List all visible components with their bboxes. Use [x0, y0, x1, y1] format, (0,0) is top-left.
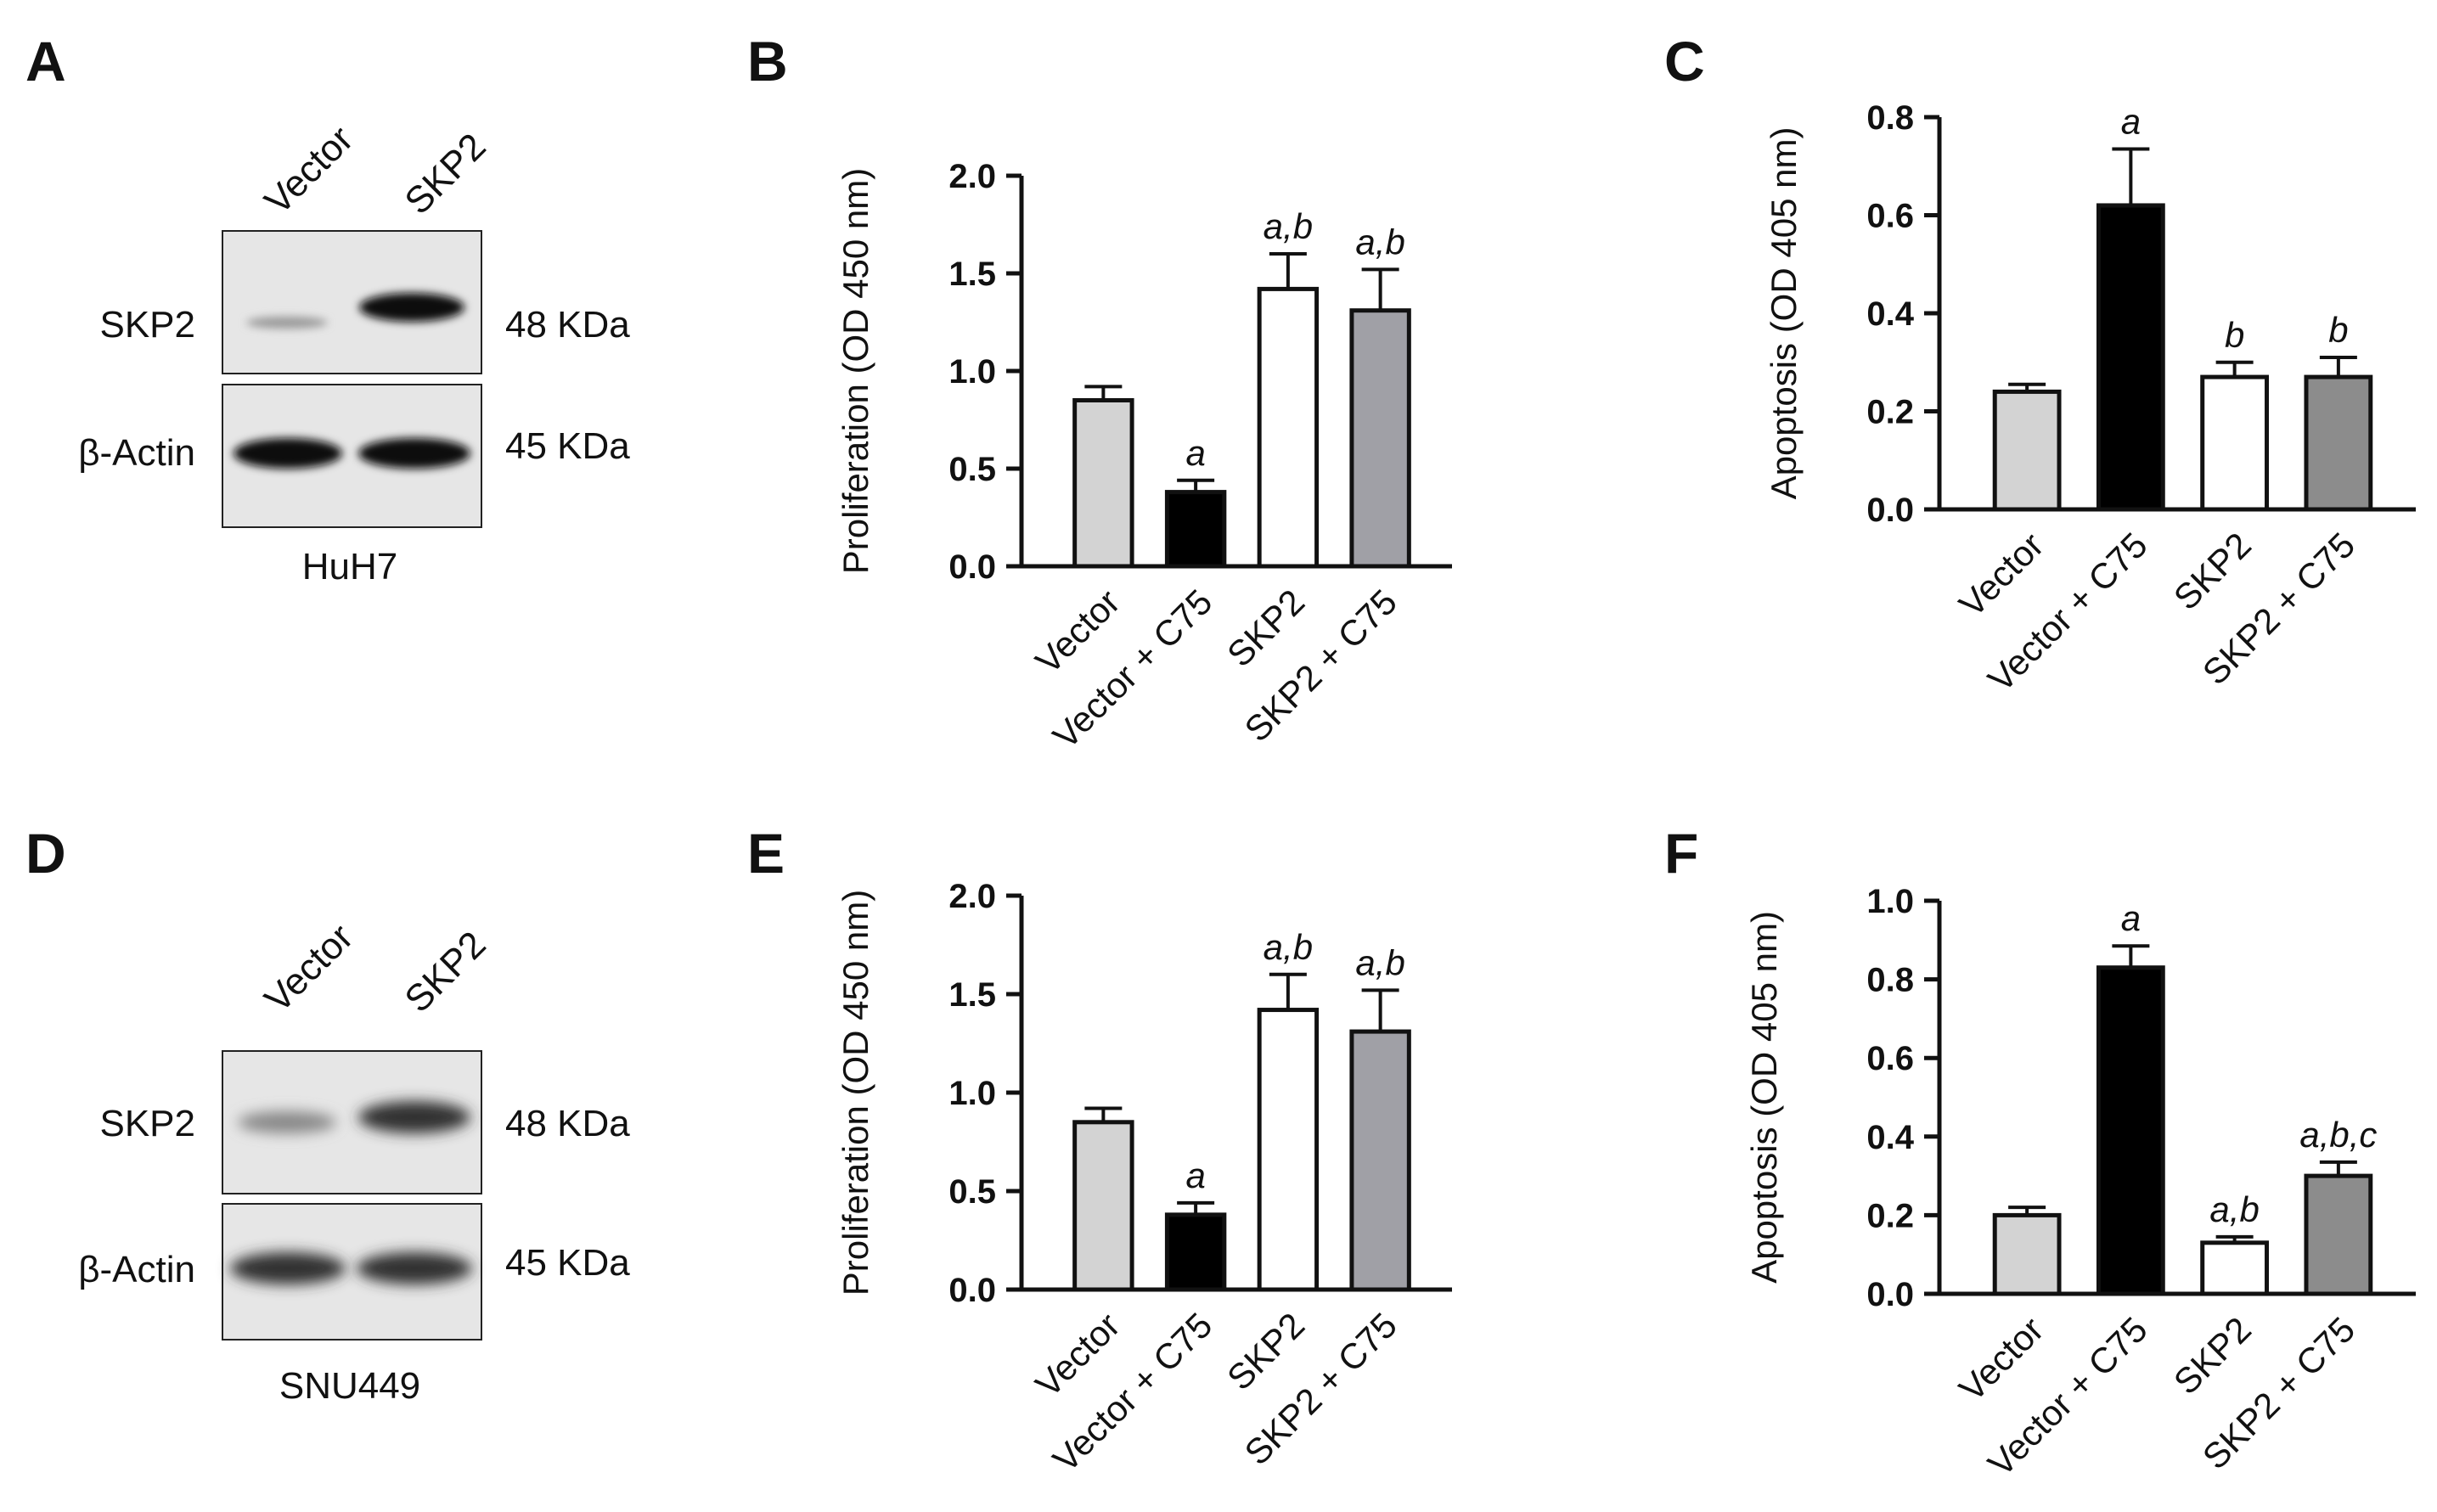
blot-protein-skp2: SKP2 — [99, 1103, 195, 1144]
blot-protein-actin: β-Actin — [78, 1249, 195, 1290]
blot-cell-line: SNU449 — [279, 1365, 420, 1407]
category-label: Vector — [1951, 525, 2051, 624]
category-label: Vector + C75 — [1045, 1305, 1220, 1480]
blot-mw-skp2: 48 KDa — [505, 304, 630, 346]
category-label: Vector — [1951, 1309, 2051, 1408]
lane-label-vector: Vector — [256, 118, 361, 222]
significance-label: a,b — [1355, 942, 1404, 982]
blot-protein-actin: β-Actin — [78, 432, 195, 474]
y-tick-label: 0.2 — [1866, 394, 1914, 431]
bar — [1992, 389, 2062, 512]
panel-letter-d: D — [25, 822, 66, 885]
y-tick-label: 0.6 — [1866, 1040, 1914, 1077]
panel-letter-c: C — [1664, 30, 1705, 93]
y-tick-label: 1.0 — [948, 353, 996, 391]
bar — [1257, 1008, 1320, 1292]
y-tick-label: 2.0 — [948, 878, 996, 915]
significance-label: a,b — [1355, 222, 1404, 261]
y-tick-label: 0.0 — [1866, 1276, 1914, 1313]
panel-letter-a: A — [25, 30, 66, 93]
band-skp2-vector — [238, 1111, 336, 1133]
significance-label: a,b,c — [2299, 1115, 2377, 1155]
bar — [1257, 286, 1320, 569]
blot-mw-skp2: 48 KDa — [505, 1103, 630, 1144]
category-label: Vector + C75 — [1045, 582, 1220, 756]
y-tick-label: 0.5 — [948, 451, 996, 488]
significance-label: a,b — [1264, 206, 1313, 246]
y-tick-label: 0.2 — [1866, 1197, 1914, 1234]
blot-mw-actin: 45 KDa — [505, 425, 630, 467]
bar — [1072, 398, 1134, 569]
bar — [2200, 1240, 2270, 1296]
bar — [1349, 1029, 1411, 1292]
lane-label-vector: Vector — [256, 916, 361, 1020]
band-actin-skp2 — [358, 438, 470, 469]
bar — [1349, 308, 1411, 569]
y-tick-label: 0.5 — [948, 1173, 996, 1211]
significance-label: b — [2225, 315, 2244, 355]
y-tick-label: 0.8 — [1866, 99, 1914, 137]
chart-panel-c: C 0.0 0.2 0.4 0.6 0.8 Apoptosis (OD 405 nm) Ve… — [1664, 30, 2416, 700]
bar — [2304, 374, 2373, 512]
y-axis-title: Apoptosis (OD 405 nm) — [1744, 911, 1784, 1284]
y-tick-label: 1.5 — [948, 976, 996, 1014]
y-tick-label: 0.0 — [948, 1272, 996, 1309]
bar — [1072, 1120, 1134, 1292]
significance-label: a — [2121, 102, 2141, 142]
y-tick-label: 2.0 — [948, 158, 996, 195]
bar — [2096, 203, 2165, 512]
y-tick-label: 0.0 — [1866, 492, 1914, 529]
band-actin-vector — [230, 1252, 346, 1284]
band-skp2-skp2 — [358, 1101, 470, 1133]
y-tick-label: 0.4 — [1866, 295, 1914, 333]
panel-d: D Vector SKP2 SKP2 48 KDa β-Actin 45 KDa… — [25, 822, 630, 1407]
bar — [2304, 1173, 2373, 1296]
band-actin-skp2 — [357, 1252, 472, 1284]
chart-panel-e: E 0.0 0.5 1.0 1.5 2.0 Proliferation (OD 450 n… — [747, 822, 1452, 1480]
band-skp2-vector — [246, 317, 328, 329]
y-tick-label: 1.5 — [948, 256, 996, 293]
blot-protein-skp2: SKP2 — [99, 304, 195, 346]
significance-label: a,b — [1264, 927, 1313, 967]
bar — [2200, 374, 2270, 512]
significance-label: a,b — [2209, 1189, 2259, 1229]
y-tick-label: 0.8 — [1866, 962, 1914, 999]
panel-a: A Vector SKP2 SKP2 48 KDa β-Actin 45 KDa… — [25, 30, 630, 587]
y-axis-title: Proliferation (OD 450 nm) — [836, 168, 875, 575]
band-actin-vector — [234, 438, 342, 469]
bar — [2096, 965, 2165, 1296]
significance-label: a — [2121, 898, 2141, 938]
panel-letter-e: E — [747, 822, 785, 885]
blot-cell-line: HuH7 — [302, 546, 398, 587]
y-tick-label: 0.4 — [1866, 1119, 1914, 1156]
bar — [1164, 1212, 1227, 1292]
blot-mw-actin: 45 KDa — [505, 1242, 630, 1284]
y-tick-label: 1.0 — [1866, 883, 1914, 920]
bar — [1992, 1212, 2062, 1296]
chart-panel-f: F 0.0 0.2 0.4 0.6 0.8 1.0 Apoptosis (OD 405 nm… — [1664, 822, 2416, 1484]
panel-letter-f: F — [1664, 822, 1698, 885]
category-label: SKP2 — [2166, 1309, 2259, 1402]
y-tick-label: 0.6 — [1866, 198, 1914, 235]
y-tick-label: 0.0 — [948, 548, 996, 586]
band-skp2-skp2 — [359, 293, 464, 322]
y-tick-label: 1.0 — [948, 1075, 996, 1112]
y-axis-title: Apoptosis (OD 405 nm) — [1764, 127, 1804, 500]
y-axis-title: Proliferation (OD 450 nm) — [836, 890, 875, 1296]
significance-label: a — [1185, 1155, 1205, 1195]
lane-label-skp2: SKP2 — [397, 924, 493, 1020]
panel-letter-b: B — [747, 30, 788, 93]
category-label: SKP2 — [2166, 525, 2259, 617]
significance-label: b — [2328, 310, 2348, 350]
significance-label: a — [1185, 433, 1205, 473]
lane-label-skp2: SKP2 — [397, 126, 493, 222]
bar — [1164, 490, 1227, 569]
chart-panel-b: B 0.0 0.5 1.0 1.5 2.0 Proliferation (OD 450 n… — [747, 30, 1452, 756]
